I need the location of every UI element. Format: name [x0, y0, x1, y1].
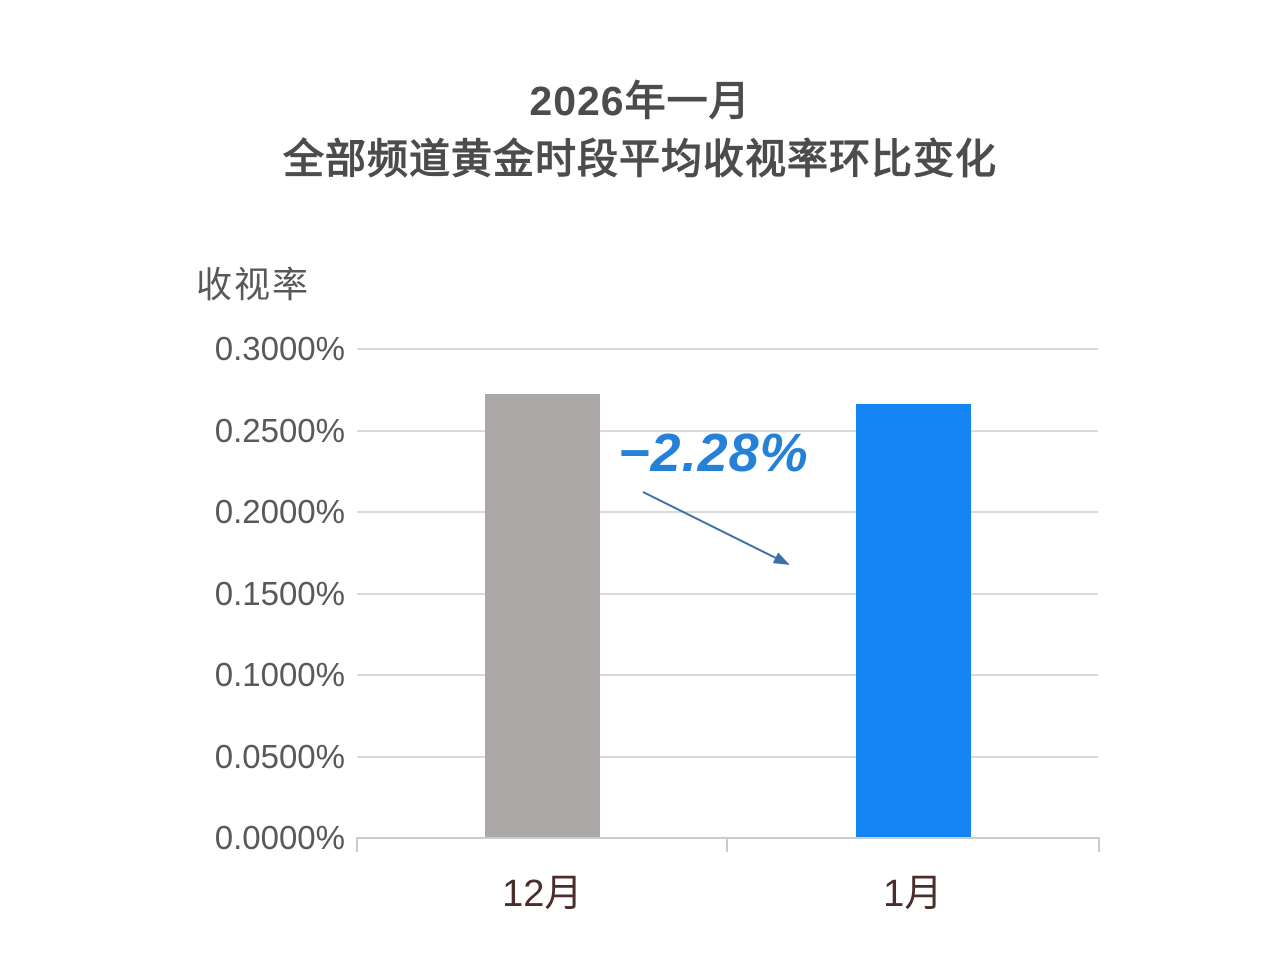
plot-area — [357, 348, 1098, 838]
bar-december — [485, 393, 601, 838]
x-tick-label: 12月 — [502, 873, 583, 915]
y-tick-label: 0.1500% — [214, 574, 345, 612]
chart-title-line1: 2026年一月 — [529, 78, 751, 124]
y-tick-label: 0.2000% — [214, 493, 345, 530]
chart-title-line2: 全部频道黄金时段平均收视率环比变化 — [283, 136, 997, 182]
change-annotation: −2.28% — [618, 423, 809, 483]
gridline — [357, 429, 1098, 432]
gridline — [357, 511, 1098, 513]
y-tick-label: 0.0500% — [214, 737, 345, 775]
y-axis-title: 收视率 — [196, 264, 311, 305]
x-axis-tick — [1098, 838, 1100, 852]
x-tick-label: 1月 — [883, 873, 943, 915]
chart-title: 2026年一月 全部频道黄金时段平均收视率环比变化 — [0, 72, 1280, 188]
x-axis-tick — [356, 838, 358, 852]
gridline — [357, 592, 1098, 595]
y-tick-label: 0.1000% — [214, 656, 345, 693]
down-arrow-icon — [642, 491, 790, 565]
gridline — [357, 348, 1098, 350]
bar-january — [855, 403, 971, 838]
y-tick-label: 0.3000% — [214, 330, 345, 367]
gridline — [357, 674, 1098, 676]
x-axis-line — [356, 837, 1100, 839]
x-axis-tick — [726, 838, 728, 852]
y-tick-label: 0.0000% — [214, 819, 345, 856]
y-tick-label: 0.2500% — [214, 411, 345, 449]
gridline — [357, 755, 1098, 758]
